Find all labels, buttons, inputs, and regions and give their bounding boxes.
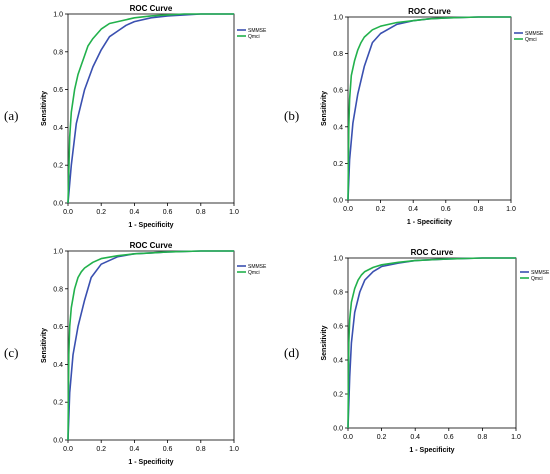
- chart-1-x-tick-label: 0.2: [376, 206, 386, 213]
- chart-3-y-tick-label: 1.0: [333, 256, 343, 263]
- chart-2-x-axis-label: 1 - Specificity: [128, 459, 173, 466]
- chart-0-x-tick-label: 0.4: [130, 209, 140, 216]
- chart-2-y-tick-label: 0.0: [53, 438, 63, 445]
- chart-0-x-tick-label: 0.6: [163, 209, 173, 216]
- chart-1-series-line-smmse: [347, 16, 511, 201]
- chart-2-series-line-smmse: [67, 250, 234, 441]
- chart-3-x-tick-label: 1.0: [511, 434, 521, 441]
- chart-0-legend-label-qmci: Qmci: [248, 34, 260, 40]
- chart-2-y-tick-label: 1.0: [53, 249, 63, 256]
- chart-3-legend-label-smmse: SMMSE: [531, 270, 550, 276]
- chart-0-title: ROC Curve: [130, 4, 173, 13]
- chart-1-x-axis-label: 1 - Specificity: [407, 219, 452, 226]
- chart-2-x-tick-label: 0.0: [63, 446, 73, 453]
- chart-1-y-tick-label: 0.8: [333, 51, 343, 58]
- chart-0-y-tick-label: 0.4: [53, 125, 63, 132]
- chart-0-legend-label-smmse: SMMSE: [248, 28, 267, 34]
- chart-1-y-tick-label: 0.0: [333, 198, 343, 205]
- chart-1-y-tick-label: 0.4: [333, 124, 343, 131]
- chart-3-x-tick-label: 0.6: [444, 434, 454, 441]
- chart-3-y-tick-label: 0.8: [333, 290, 343, 297]
- chart-0-y-tick-label: 0.2: [53, 163, 63, 170]
- chart-2-y-tick-label: 0.2: [53, 400, 63, 407]
- chart-2-y-tick-label: 0.6: [53, 324, 63, 331]
- chart-0-y-tick-label: 0.6: [53, 87, 63, 94]
- chart-1-legend-label-qmci: Qmci: [525, 37, 537, 43]
- chart-3-x-tick-label: 0.8: [478, 434, 488, 441]
- chart-1-y-tick-label: 0.6: [333, 88, 343, 95]
- chart-1-y-axis-label: Sensitivity: [321, 91, 328, 126]
- chart-2-y-tick-label: 0.8: [53, 286, 63, 293]
- chart-3-series-line-smmse: [347, 257, 516, 429]
- chart-2-series-line-qmci: [67, 250, 234, 441]
- chart-0-y-tick-label: 1.0: [53, 12, 63, 19]
- chart-3-plot-frame: [347, 257, 517, 429]
- panel-label-c: (c): [4, 345, 19, 360]
- chart-2-x-tick-label: 0.4: [130, 446, 140, 453]
- chart-0-y-tick-label: 0.0: [53, 201, 63, 208]
- chart-2-legend-label-smmse: SMMSE: [248, 264, 267, 270]
- chart-2-y-axis-label: Sensitivity: [41, 328, 48, 363]
- chart-3-y-tick-label: 0.2: [333, 392, 343, 399]
- chart-2-x-tick-label: 0.2: [96, 446, 106, 453]
- chart-0-series-line-smmse: [67, 13, 234, 204]
- chart-2-title: ROC Curve: [130, 241, 173, 250]
- chart-3-y-tick-label: 0.4: [333, 358, 343, 365]
- chart-1-x-tick-label: 0.8: [474, 206, 484, 213]
- chart-1-x-tick-label: 0.0: [343, 206, 353, 213]
- chart-1-plot-frame: [347, 16, 512, 201]
- chart-3-x-tick-label: 0.0: [343, 434, 353, 441]
- chart-1-x-tick-label: 0.6: [441, 206, 451, 213]
- chart-3-x-tick-label: 0.4: [410, 434, 420, 441]
- chart-0-x-tick-label: 1.0: [229, 209, 239, 216]
- chart-3-legend-label-qmci: Qmci: [531, 276, 543, 282]
- chart-1-x-tick-label: 1.0: [506, 206, 516, 213]
- chart-0-x-tick-label: 0.2: [96, 209, 106, 216]
- chart-2-x-tick-label: 0.8: [196, 446, 206, 453]
- chart-3-y-axis-label: Sensitivity: [321, 325, 328, 360]
- chart-0-y-axis-label: Sensitivity: [41, 91, 48, 126]
- chart-2-y-tick-label: 0.4: [53, 362, 63, 369]
- chart-0-plot-frame: [67, 13, 235, 204]
- chart-1-y-tick-label: 0.2: [333, 161, 343, 168]
- chart-3-y-tick-label: 0.0: [333, 426, 343, 433]
- chart-3-title: ROC Curve: [411, 248, 454, 257]
- chart-3-y-tick-label: 0.6: [333, 324, 343, 331]
- chart-1-legend-label-smmse: SMMSE: [525, 31, 544, 37]
- panel-label-a: (a): [4, 108, 19, 123]
- chart-3-x-tick-label: 0.2: [377, 434, 387, 441]
- chart-3-x-axis-label: 1 - Specificity: [409, 447, 454, 454]
- chart-1-x-tick-label: 0.4: [408, 206, 418, 213]
- chart-2-plot-frame: [67, 250, 235, 441]
- panel-label-b: (b): [284, 108, 300, 123]
- chart-2-x-tick-label: 0.6: [163, 446, 173, 453]
- chart-1-series-line-qmci: [347, 16, 511, 201]
- panel-label-d: (d): [284, 345, 300, 360]
- chart-3-series-line-qmci: [347, 257, 516, 429]
- chart-0-x-tick-label: 0.0: [63, 209, 73, 216]
- chart-2-x-tick-label: 1.0: [229, 446, 239, 453]
- chart-0-series-line-qmci: [67, 13, 234, 204]
- chart-2-legend-label-qmci: Qmci: [248, 270, 260, 276]
- chart-1-title: ROC Curve: [408, 7, 451, 16]
- chart-0-x-tick-label: 0.8: [196, 209, 206, 216]
- chart-0-y-tick-label: 0.8: [53, 49, 63, 56]
- chart-1-y-tick-label: 1.0: [333, 15, 343, 22]
- chart-0-x-axis-label: 1 - Specificity: [128, 222, 173, 229]
